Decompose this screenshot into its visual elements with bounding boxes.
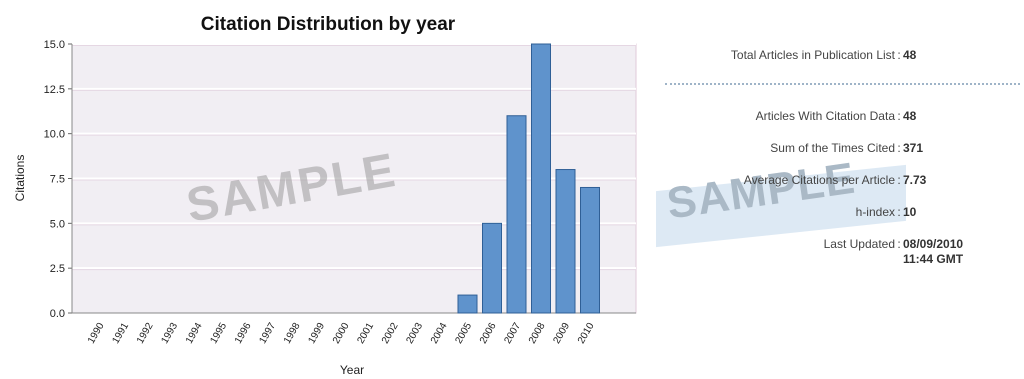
stat-separator: :	[897, 237, 901, 251]
stat-sum-times-cited: Sum of the Times Cited : 371	[655, 141, 1020, 156]
x-tick-label-1992: 1992	[135, 321, 156, 346]
x-tick-label-1991: 1991	[110, 321, 131, 346]
bar-2005	[457, 294, 478, 314]
x-tick-label-1996: 1996	[233, 321, 254, 346]
stat-separator: :	[897, 109, 901, 123]
stat-label: Sum of the Times Cited	[770, 141, 895, 155]
stat-average-citations: Average Citations per Article : 7.73	[655, 173, 1020, 188]
stat-value: 48	[903, 48, 917, 62]
bar-2009	[555, 169, 576, 314]
x-tick-label-2007: 2007	[502, 321, 523, 346]
x-tick-label-2004: 2004	[429, 321, 450, 346]
stat-separator: :	[897, 48, 901, 62]
stat-separator: :	[897, 173, 901, 187]
y-tick-label: 12.5	[44, 84, 65, 96]
y-axis-label: Citations	[13, 155, 27, 202]
stat-separator: :	[897, 141, 901, 155]
stat-value: 10	[903, 205, 917, 219]
x-tick-label-1997: 1997	[257, 321, 278, 346]
x-tick-label-2002: 2002	[380, 321, 401, 346]
x-tick-label-1998: 1998	[282, 321, 303, 346]
x-tick-label-1995: 1995	[208, 321, 229, 346]
stat-total-articles: Total Articles in Publication List : 48	[655, 48, 1020, 63]
stat-value: 48	[903, 109, 917, 123]
y-tick-label: 0.0	[50, 308, 65, 320]
x-tick-label-2010: 2010	[576, 321, 597, 346]
x-tick-label-1990: 1990	[86, 321, 107, 346]
stat-last-updated: Last Updated : 08/09/2010 11:44 GMT	[655, 237, 1020, 267]
bar-2010	[580, 186, 600, 314]
stat-articles-with-data: Articles With Citation Data : 48	[655, 109, 1020, 124]
stat-label: Average Citations per Article	[743, 173, 895, 187]
citation-chart: Citation Distribution by year 0.0 2.5 5.0 7…	[13, 14, 637, 377]
bar-2006	[482, 222, 502, 314]
stat-h-index: h-index : 10	[655, 205, 1020, 220]
bar-2008	[531, 43, 551, 314]
x-tick-label-1994: 1994	[184, 321, 205, 346]
stat-label: Articles With Citation Data	[755, 109, 895, 123]
x-tick-label-2006: 2006	[478, 321, 499, 346]
stat-label: Total Articles in Publication List	[730, 48, 895, 62]
x-tick-label-2008: 2008	[527, 321, 548, 346]
bar-2007	[506, 115, 527, 314]
x-tick-label-1999: 1999	[306, 321, 327, 346]
x-tick-label-2003: 2003	[404, 321, 425, 346]
stat-label: h-index	[855, 205, 895, 219]
stat-separator: :	[897, 205, 901, 219]
stat-value: 7.73	[903, 173, 927, 187]
x-tick-label-1993: 1993	[159, 321, 180, 346]
y-tick-label: 2.5	[50, 263, 65, 275]
y-tick-label: 10.0	[44, 129, 65, 141]
x-axis-label: Year	[340, 363, 364, 377]
stat-label: Last Updated	[823, 237, 895, 251]
stats-divider	[665, 83, 1020, 85]
stat-value-time: 11:44 GMT	[903, 252, 964, 266]
stat-value-multiline: 08/09/2010 11:44 GMT	[903, 237, 963, 267]
y-tick-label: 5.0	[50, 218, 65, 230]
x-tick-label-2009: 2009	[551, 321, 572, 346]
x-tick-label-2000: 2000	[331, 321, 352, 346]
chart-title: Citation Distribution by year	[201, 14, 456, 35]
stat-value-date: 08/09/2010	[903, 237, 964, 251]
y-tick-label: 15.0	[44, 39, 65, 51]
x-tick-label-2001: 2001	[355, 321, 376, 346]
stat-value: 371	[903, 141, 924, 155]
y-tick-label: 7.5	[50, 174, 65, 186]
x-tick-label-2005: 2005	[453, 321, 474, 346]
